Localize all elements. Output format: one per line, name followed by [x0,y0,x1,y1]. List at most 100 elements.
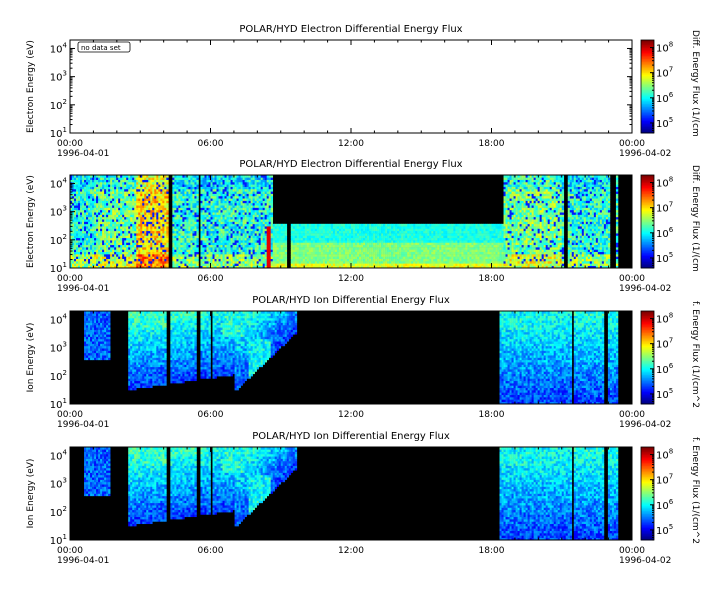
flux-cell [152,202,155,206]
flux-cell [100,265,103,269]
flux-cell [150,261,153,264]
flux-cell [92,179,95,183]
flux-cell [78,207,81,211]
flux-cell [240,221,243,225]
no-data-badge: no data set [77,41,131,53]
flux-cell [210,221,213,225]
flux-cell [222,230,225,234]
flux-cell [104,237,107,241]
flux-cell [178,251,181,255]
flux-cell [190,209,193,213]
flux-cell [250,247,253,250]
flux-cell [228,265,231,269]
flux-cell [132,242,135,246]
flux-cell [92,186,95,190]
flux-cell [136,219,139,222]
flux-cell [248,265,251,269]
flux-cell [154,216,157,220]
flux-cell [351,228,354,232]
flux-cell [78,223,81,227]
flux-cell [236,223,239,227]
flux-cell [276,247,280,250]
flux-cell [202,230,205,234]
flux-cell [357,237,360,241]
flux-cell [304,235,308,239]
flux-cell [122,235,125,239]
flux-cell [320,240,324,243]
flux-cell [238,214,241,218]
flux-cell [148,207,151,211]
flux-cell [100,237,103,241]
flux-cell [136,207,139,211]
flux-cell [160,193,163,197]
flux-cell [292,233,296,236]
flux-cell [270,191,274,194]
flux-cell [184,228,187,232]
flux-cell [248,202,251,206]
flux-cell [160,219,163,222]
flux-cell [204,226,207,229]
spectrogram [70,175,632,269]
flux-cell [102,223,105,227]
flux-cell [340,261,344,264]
flux-cell [180,247,183,250]
flux-cell [184,242,187,246]
flux-cell [304,237,308,241]
flux-cell [116,198,119,201]
flux-cell [130,186,133,190]
flux-cell [76,221,79,225]
flux-cell [357,263,360,266]
flux-cell [328,247,332,250]
flux-cell [86,195,89,199]
flux-cell [80,242,83,246]
flux-cell [150,175,153,178]
flux-cell [262,261,265,264]
flux-cell [268,186,272,190]
flux-cell [200,181,203,185]
flux-cell [236,251,239,255]
flux-cell [284,258,288,262]
flux-cell [78,177,81,180]
flux-cell [260,184,263,187]
flux-cell [294,251,298,255]
flux-cell [140,223,143,227]
flux-cell [186,186,189,190]
flux-cell [150,251,153,255]
flux-cell [244,177,247,180]
flux-cell [88,221,91,225]
flux-cell [294,265,298,269]
flux-cell [268,254,272,257]
flux-cell [222,191,225,194]
flux-cell [102,242,105,246]
flux-cell [154,175,157,178]
flux-cell [92,247,95,250]
flux-cell [180,202,183,206]
flux-cell [204,263,207,266]
flux-cell [266,200,270,204]
flux-cell [96,200,99,204]
flux-cell [178,254,181,257]
flux-cell [330,258,334,262]
flux-cell [326,233,330,236]
flux-cell [230,181,233,185]
flux-cell [158,249,161,253]
flux-cell [98,188,101,192]
flux-cell [298,242,302,246]
flux-cell [98,207,101,211]
flux-cell [142,202,145,206]
flux-cell [214,188,217,192]
colorbar-swatch [641,100,654,103]
flux-cell [232,212,235,215]
flux-cell [242,209,245,213]
flux-cell [154,223,157,227]
flux-cell [220,233,223,236]
flux-cell [250,198,253,201]
flux-cell [76,186,79,190]
flux-cell [144,254,147,257]
flux-cell [96,175,99,178]
flux-cell [342,265,346,269]
flux-cell [222,228,225,232]
flux-cell [194,263,197,266]
flux-cell [104,240,107,243]
